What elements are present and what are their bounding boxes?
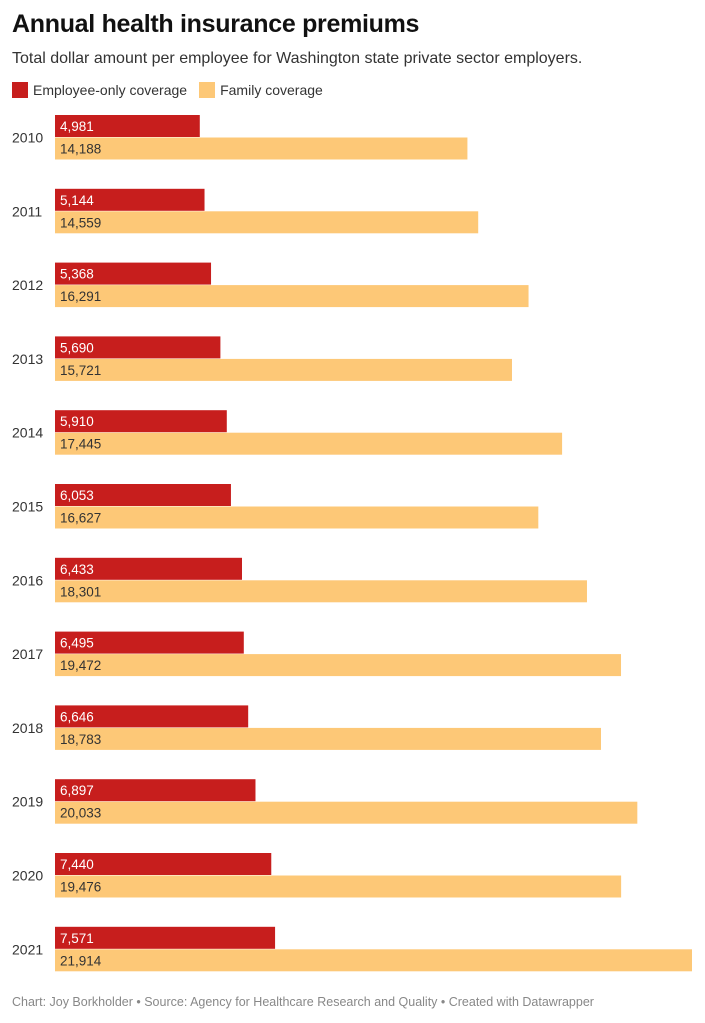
- bar-family: [55, 506, 539, 529]
- year-label: 2018: [12, 720, 43, 736]
- year-label: 2012: [12, 277, 43, 293]
- bar-employee-only: [55, 484, 231, 506]
- year-label: 2021: [12, 941, 43, 957]
- year-label: 2015: [12, 499, 43, 515]
- bar-employee-only: [55, 853, 272, 875]
- value-label: 6,646: [60, 709, 94, 724]
- bar-employee-only: [55, 779, 256, 802]
- value-label: 5,368: [60, 267, 94, 282]
- bar-employee-only: [55, 631, 244, 654]
- value-label: 5,910: [60, 414, 94, 429]
- value-label: 18,301: [60, 584, 101, 599]
- value-label: 7,571: [60, 931, 94, 946]
- year-label: 2019: [12, 794, 43, 810]
- bar-employee-only: [55, 188, 205, 211]
- year-label: 2020: [12, 868, 43, 884]
- value-label: 14,559: [60, 215, 101, 230]
- value-label: 20,033: [60, 806, 101, 821]
- value-label: 14,188: [60, 142, 101, 157]
- legend: Employee-only coverage Family coverage: [12, 82, 335, 98]
- year-label: 2011: [12, 203, 42, 219]
- legend-item-employee-only: Employee-only coverage: [12, 82, 187, 98]
- bar-employee-only: [55, 705, 249, 728]
- value-label: 21,914: [60, 953, 102, 968]
- chart-title: Annual health insurance premiums: [12, 10, 420, 38]
- value-label: 6,495: [60, 636, 94, 651]
- year-label: 2016: [12, 572, 43, 588]
- bar-employee-only: [55, 926, 276, 949]
- chart-footer: Chart: Joy Borkholder • Source: Agency f…: [12, 995, 594, 1009]
- value-label: 16,627: [60, 511, 101, 526]
- bar-employee-only: [55, 115, 200, 137]
- value-label: 5,144: [60, 193, 94, 208]
- bar-family: [55, 358, 512, 381]
- year-label: 2014: [12, 425, 43, 441]
- bar-employee-only: [55, 410, 227, 433]
- year-label: 2017: [12, 646, 43, 662]
- value-label: 19,476: [60, 880, 101, 895]
- bar-family: [55, 801, 638, 824]
- value-label: 17,445: [60, 437, 101, 452]
- bar-employee-only: [55, 262, 212, 285]
- legend-label: Employee-only coverage: [33, 82, 188, 98]
- legend-swatch-employee-only: [12, 82, 28, 98]
- bar-employee-only: [55, 557, 242, 580]
- year-label: 2010: [12, 130, 43, 146]
- bar-family: [55, 432, 563, 455]
- bar-family: [55, 137, 468, 160]
- legend-label: Family coverage: [220, 82, 323, 98]
- value-label: 7,440: [60, 857, 94, 872]
- value-label: 15,721: [60, 363, 101, 378]
- value-label: 18,783: [60, 732, 101, 747]
- bar-family: [55, 211, 479, 234]
- value-label: 6,053: [60, 488, 94, 503]
- bar-family: [55, 949, 692, 972]
- value-label: 6,433: [60, 562, 94, 577]
- value-label: 6,897: [60, 783, 94, 798]
- value-label: 4,981: [60, 119, 94, 134]
- legend-swatch-family: [199, 82, 216, 98]
- bar-family: [55, 580, 587, 603]
- year-label: 2013: [12, 351, 43, 367]
- bar-family: [55, 654, 622, 677]
- value-label: 16,291: [60, 289, 101, 304]
- chart-subtitle: Total dollar amount per employee for Was…: [12, 50, 583, 67]
- legend-item-family: Family coverage: [199, 82, 323, 98]
- bar-employee-only: [55, 336, 221, 359]
- bar-family: [55, 875, 622, 898]
- value-label: 5,690: [60, 340, 94, 355]
- bar-family: [55, 727, 601, 750]
- bar-family: [55, 285, 529, 308]
- value-label: 19,472: [60, 658, 101, 673]
